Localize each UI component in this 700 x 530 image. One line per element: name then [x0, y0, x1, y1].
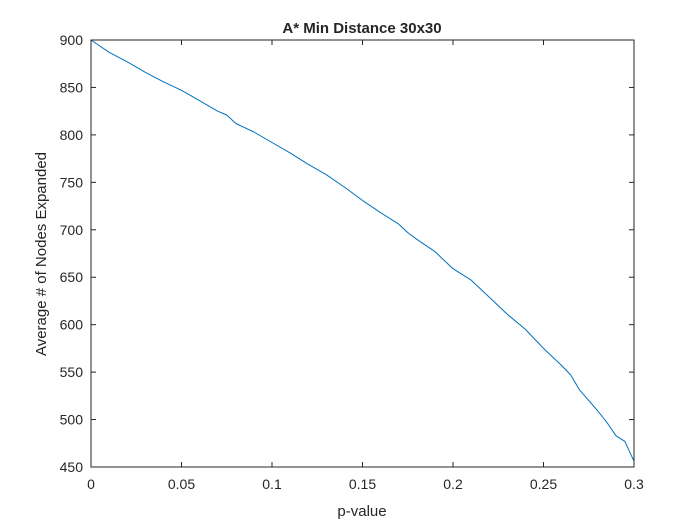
y-tick-label: 900: [60, 32, 84, 48]
y-tick-label: 700: [60, 222, 84, 238]
y-tick-label: 500: [60, 412, 84, 428]
series-layer: [90, 39, 635, 462]
plot-box: [90, 39, 635, 468]
y-tick-label: 750: [60, 174, 84, 190]
y-tick-label: 450: [60, 459, 84, 475]
plot-axes: [90, 39, 635, 468]
x-tick-label: 0.25: [530, 476, 557, 492]
x-tick-label: 0.1: [262, 476, 282, 492]
y-tick-label: 550: [60, 364, 84, 380]
y-tick-label: 600: [60, 317, 84, 333]
y-tick-label: 850: [60, 79, 84, 95]
series-line: [90, 39, 635, 462]
x-tick-label: 0: [87, 476, 95, 492]
x-axis-label: p-value: [337, 503, 386, 520]
x-tick-label: 0.05: [168, 476, 195, 492]
x-tick-label: 0.2: [443, 476, 463, 492]
ticks-layer: 0 0.05 0.1 0.15 0.2 0.25 0.3 450 500 550 600 650 700…: [60, 32, 644, 492]
y-tick-label: 800: [60, 127, 84, 143]
y-axis-label: Average # of Nodes Expanded: [33, 152, 50, 356]
chart-title: A* Min Distance 30x30: [282, 20, 441, 37]
x-tick-label: 0.3: [624, 476, 644, 492]
x-tick-label: 0.15: [349, 476, 376, 492]
y-tick-label: 650: [60, 269, 84, 285]
